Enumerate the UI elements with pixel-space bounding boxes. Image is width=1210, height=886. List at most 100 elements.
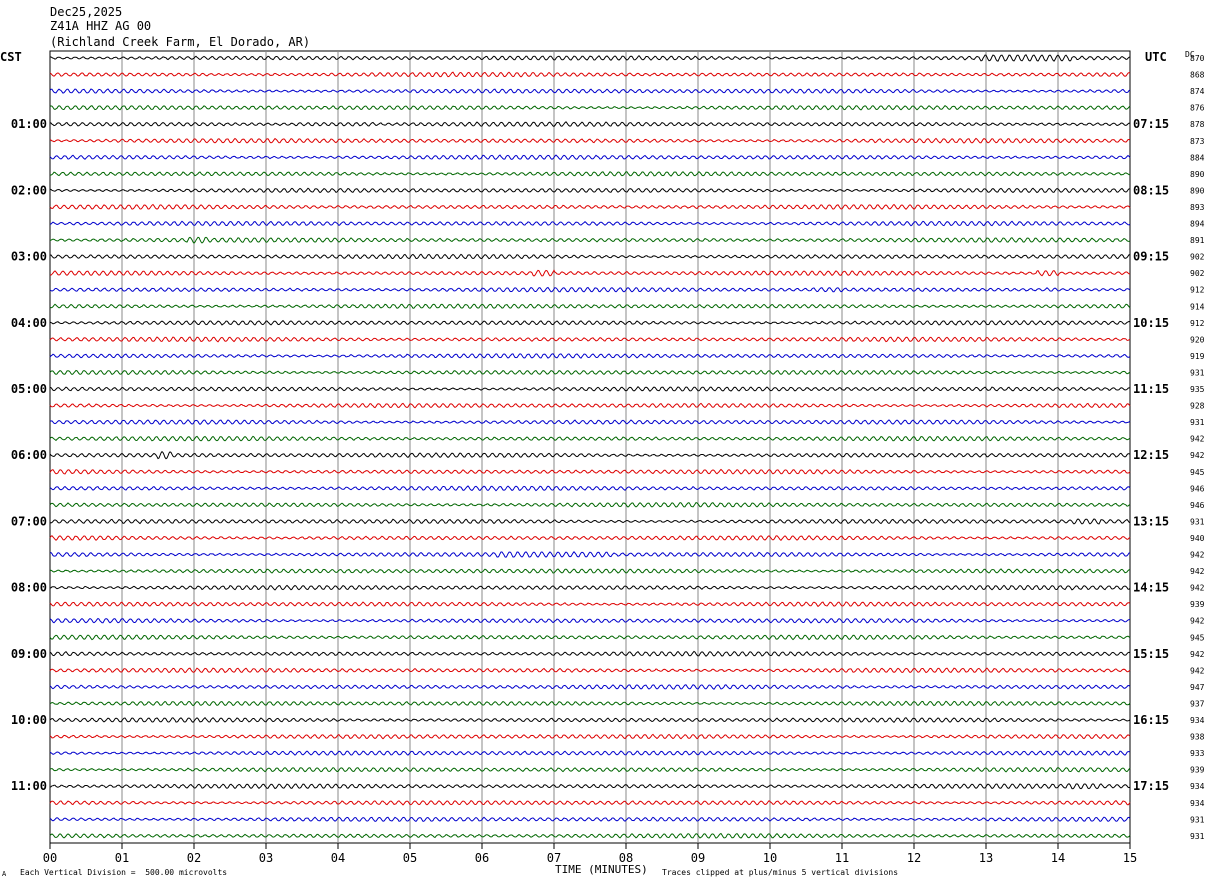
left-timezone-label: CST (0, 50, 22, 64)
cst-hour-label: 10:00 (11, 713, 47, 727)
seismic-trace (49, 832, 1131, 839)
cst-hour-label: 02:00 (11, 183, 47, 197)
dc-offset-label: 874 (1190, 87, 1205, 96)
seismic-trace (49, 617, 1130, 624)
seismic-trace (49, 104, 1131, 111)
seismic-trace (49, 369, 1131, 376)
dc-offset-label: 942 (1190, 567, 1205, 576)
dc-offset-label: 947 (1190, 683, 1205, 692)
x-tick-label: 11 (835, 851, 849, 865)
seismic-trace (49, 716, 1131, 724)
seismic-trace (49, 468, 1131, 475)
dc-offset-label: 890 (1190, 186, 1205, 195)
dc-offset-label: 876 (1190, 104, 1205, 113)
seismic-trace (49, 650, 1131, 657)
dc-offset-label: 945 (1190, 633, 1205, 642)
dc-offset-label: 942 (1190, 617, 1205, 626)
x-tick-label: 07 (547, 851, 561, 865)
seismic-trace (49, 501, 1131, 508)
seismic-trace (49, 518, 1131, 525)
seismic-trace (49, 71, 1131, 78)
dc-offset-label: 946 (1190, 484, 1205, 493)
cst-hour-label: 06:00 (11, 448, 47, 462)
dc-offset-label: 868 (1190, 71, 1205, 80)
utc-hour-label: 08:15 (1133, 183, 1169, 197)
utc-hour-label: 17:15 (1133, 779, 1169, 793)
dc-offset-label: 870 (1190, 54, 1205, 63)
dc-offset-label: 945 (1190, 468, 1205, 477)
x-tick-label: 15 (1123, 851, 1137, 865)
dc-offset-label: 894 (1190, 220, 1205, 229)
seismic-trace (49, 171, 1131, 177)
station-code: Z41A HHZ AG 00 (50, 19, 152, 33)
dc-offset-label: 931 (1190, 368, 1205, 377)
x-tick-label: 00 (43, 851, 57, 865)
x-tick-label: 12 (907, 851, 921, 865)
utc-hour-label: 10:15 (1133, 316, 1169, 330)
cst-hour-label: 08:00 (11, 581, 47, 595)
dc-offset-label: 940 (1190, 534, 1205, 543)
dc-offset-label: 946 (1190, 501, 1205, 510)
seismic-trace (49, 303, 1131, 309)
dc-offset-label: 914 (1190, 302, 1205, 311)
dc-offset-label: 942 (1190, 551, 1205, 560)
x-tick-label: 03 (259, 851, 273, 865)
clip-note: Traces clipped at plus/minus 5 vertical … (662, 868, 899, 877)
x-tick-label: 05 (403, 851, 417, 865)
dc-offset-label: 942 (1190, 584, 1205, 593)
seismic-trace (49, 353, 1131, 359)
x-tick-label: 09 (691, 851, 705, 865)
x-tick-label: 02 (187, 851, 201, 865)
dc-offset-label: 934 (1190, 782, 1205, 791)
utc-hour-label: 11:15 (1133, 382, 1169, 396)
dc-offset-label: 942 (1190, 451, 1205, 460)
utc-hour-label: 09:15 (1133, 250, 1169, 264)
cst-hour-label: 11:00 (11, 779, 47, 793)
dc-offset-label: 942 (1190, 435, 1205, 444)
seismic-trace (49, 154, 1131, 161)
dc-offset-header: DC (1185, 50, 1195, 59)
x-tick-label: 13 (979, 851, 993, 865)
x-tick-label: 04 (331, 851, 345, 865)
cst-hour-label: 09:00 (11, 647, 47, 661)
seismic-trace (49, 700, 1131, 707)
dc-offset-label: 912 (1190, 286, 1205, 295)
dc-offset-label: 873 (1190, 137, 1205, 146)
cst-hour-label: 04:00 (11, 316, 47, 330)
seismic-trace (49, 336, 1131, 343)
seismic-trace (49, 816, 1131, 823)
dc-offset-label: 939 (1190, 766, 1205, 775)
dc-offset-label: 931 (1190, 815, 1205, 824)
plot-frame (49, 50, 1131, 844)
seismic-trace (49, 187, 1130, 194)
dc-offset-label: 938 (1190, 733, 1205, 742)
seismic-trace (49, 54, 1131, 62)
dc-offset-label: 937 (1190, 699, 1205, 708)
seismic-trace (49, 286, 1131, 293)
dc-offset-label: 928 (1190, 402, 1205, 411)
seismic-trace (49, 435, 1131, 442)
dc-offset-label: 933 (1190, 749, 1205, 758)
x-tick-label: 01 (115, 851, 129, 865)
dc-offset-label: 939 (1190, 600, 1205, 609)
utc-hour-label: 12:15 (1133, 448, 1169, 462)
seismic-trace (49, 203, 1131, 210)
seismic-trace (49, 783, 1131, 790)
dc-offset-label: 912 (1190, 319, 1205, 328)
dc-offset-label: 934 (1190, 799, 1205, 808)
utc-hour-label: 16:15 (1133, 713, 1169, 727)
seismic-trace (49, 450, 1131, 460)
cst-hour-label: 01:00 (11, 117, 47, 131)
dc-offset-label: 919 (1190, 352, 1205, 361)
dc-offset-label: 935 (1190, 385, 1205, 394)
utc-hour-label: 07:15 (1133, 117, 1169, 131)
seismic-trace (49, 269, 1131, 277)
x-tick-label: 06 (475, 851, 489, 865)
division-scale-note: Each Vertical Division = 500.00 microvol… (20, 868, 228, 877)
x-tick-label: 08 (619, 851, 633, 865)
dc-offset-label: 890 (1190, 170, 1205, 179)
x-axis-label: TIME (MINUTES) (555, 863, 648, 876)
seismic-trace (49, 667, 1131, 674)
utc-hour-label: 14:15 (1133, 581, 1169, 595)
